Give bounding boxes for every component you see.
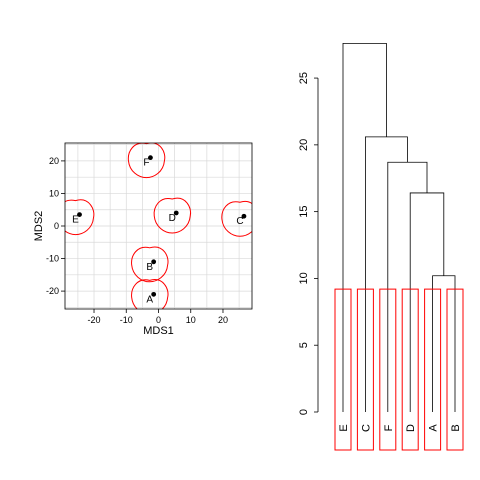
mds-point-labels: F E D C B A bbox=[72, 158, 243, 306]
y-tick-label: 10 bbox=[49, 188, 59, 198]
leaf-label-A: A bbox=[428, 424, 440, 432]
point-outline-D bbox=[153, 197, 192, 234]
dendro-y-tick-label: 20 bbox=[298, 139, 310, 151]
link-E-C+F+D+A+B bbox=[342, 42, 387, 412]
dendro-y-tick-label: 10 bbox=[298, 272, 310, 284]
mds-plot: F E D C B A -20 -10 0 10 20 -20 -10 0 10 20 MDS1 MDS2 bbox=[33, 142, 253, 337]
dendro-y-tick-label: 25 bbox=[298, 72, 310, 84]
point-outline-B bbox=[131, 246, 169, 283]
cluster-boxes bbox=[334, 288, 464, 451]
point-label-A: A bbox=[146, 294, 153, 305]
point-label-D: D bbox=[169, 213, 176, 224]
leaf-label-B: B bbox=[450, 424, 462, 431]
x-tick-label: -10 bbox=[120, 315, 133, 325]
point-B bbox=[151, 259, 157, 265]
point-label-B: B bbox=[146, 262, 153, 273]
point-outline-C bbox=[221, 200, 252, 237]
mds-x-axis-label: MDS1 bbox=[143, 325, 174, 337]
leaf-label-F: F bbox=[383, 424, 395, 431]
point-label-C: C bbox=[236, 216, 243, 227]
y-tick-label: -10 bbox=[46, 254, 59, 264]
leaf-label-C: C bbox=[360, 424, 372, 432]
mds-y-axis: -20 -10 0 10 20 bbox=[46, 156, 65, 296]
y-tick-label: -20 bbox=[46, 286, 59, 296]
link-A-B bbox=[432, 275, 456, 412]
dendro-y-tick-label: 15 bbox=[298, 206, 310, 218]
dendro-y-tick-label: 5 bbox=[298, 342, 310, 348]
point-D bbox=[173, 210, 179, 216]
point-outline-E bbox=[65, 199, 95, 236]
link-C-F+D+A+B bbox=[365, 136, 408, 412]
x-tick-label: 20 bbox=[218, 315, 228, 325]
cluster-box-E bbox=[334, 288, 352, 451]
cluster-box-C bbox=[356, 288, 374, 451]
dendrogram-y-axis: 0 5 10 15 20 25 bbox=[298, 72, 319, 415]
dendro-y-tick-label: 0 bbox=[298, 409, 310, 415]
mds-grid bbox=[65, 143, 252, 309]
x-tick-label: -20 bbox=[88, 315, 101, 325]
mds-x-axis: -20 -10 0 10 20 bbox=[88, 309, 228, 325]
y-tick-label: 0 bbox=[54, 221, 59, 231]
point-F bbox=[148, 155, 153, 161]
point-label-F: F bbox=[143, 158, 149, 169]
cluster-box-B bbox=[446, 288, 464, 451]
point-outline-F bbox=[127, 143, 166, 179]
cluster-box-A bbox=[424, 288, 442, 451]
point-A bbox=[151, 291, 157, 297]
point-outline-A bbox=[131, 279, 169, 309]
dendrogram-links bbox=[342, 42, 456, 412]
leaf-label-D: D bbox=[405, 424, 417, 432]
link-D-A+B bbox=[409, 192, 445, 412]
mds-outlines bbox=[65, 143, 252, 309]
dendrogram-plot: 0 5 10 15 20 25 E C F D A B bbox=[298, 42, 464, 451]
cluster-box-D bbox=[401, 288, 419, 451]
y-tick-label: 20 bbox=[49, 156, 59, 166]
x-tick-label: 0 bbox=[156, 315, 161, 325]
link-F-D+A+B bbox=[387, 161, 428, 412]
mds-points bbox=[77, 155, 247, 297]
mds-y-axis-label: MDS2 bbox=[33, 211, 45, 242]
x-tick-label: 10 bbox=[186, 315, 196, 325]
point-E bbox=[77, 212, 82, 218]
cluster-box-F bbox=[379, 288, 397, 451]
point-label-E: E bbox=[72, 215, 79, 226]
point-C bbox=[241, 213, 247, 219]
leaf-label-E: E bbox=[338, 424, 350, 431]
